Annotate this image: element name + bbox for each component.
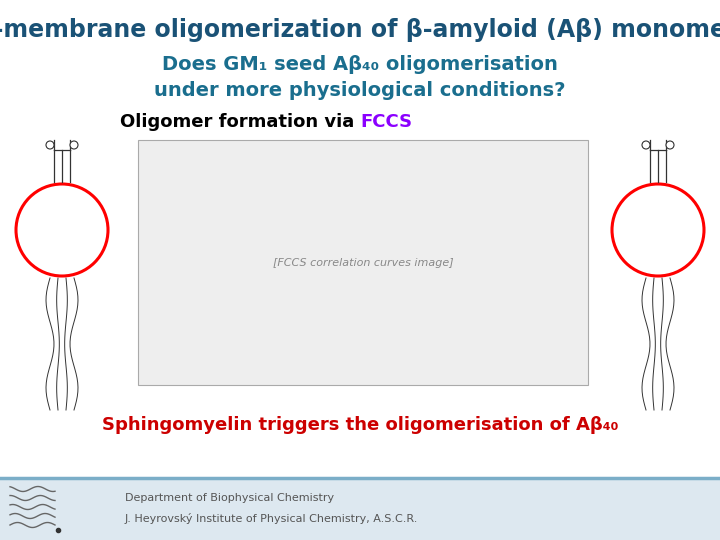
Circle shape — [642, 141, 650, 149]
Bar — [138, 140, 588, 385]
Text: Department of Biophysical Chemistry: Department of Biophysical Chemistry — [125, 493, 334, 503]
Text: Oligomer formation via: Oligomer formation via — [120, 113, 360, 131]
Circle shape — [666, 141, 674, 149]
Text: [FCCS correlation curves image]: [FCCS correlation curves image] — [273, 258, 454, 267]
Text: J. Heyrovský Institute of Physical Chemistry, A.S.C.R.: J. Heyrovský Institute of Physical Chemi… — [125, 512, 418, 523]
Text: Sphingomyelin triggers the oligomerisation of Aβ₄₀: Sphingomyelin triggers the oligomerisati… — [102, 416, 618, 434]
Circle shape — [70, 141, 78, 149]
Text: Does GM₁ seed Aβ₄₀ oligomerisation: Does GM₁ seed Aβ₄₀ oligomerisation — [162, 56, 558, 75]
Text: under more physiological conditions?: under more physiological conditions? — [154, 82, 566, 100]
Bar — [0, 478, 720, 540]
Text: FCCS: FCCS — [360, 113, 412, 131]
Text: In-membrane oligomerization of β-amyloid (Aβ) monomers: In-membrane oligomerization of β-amyloid… — [0, 18, 720, 42]
Circle shape — [46, 141, 54, 149]
